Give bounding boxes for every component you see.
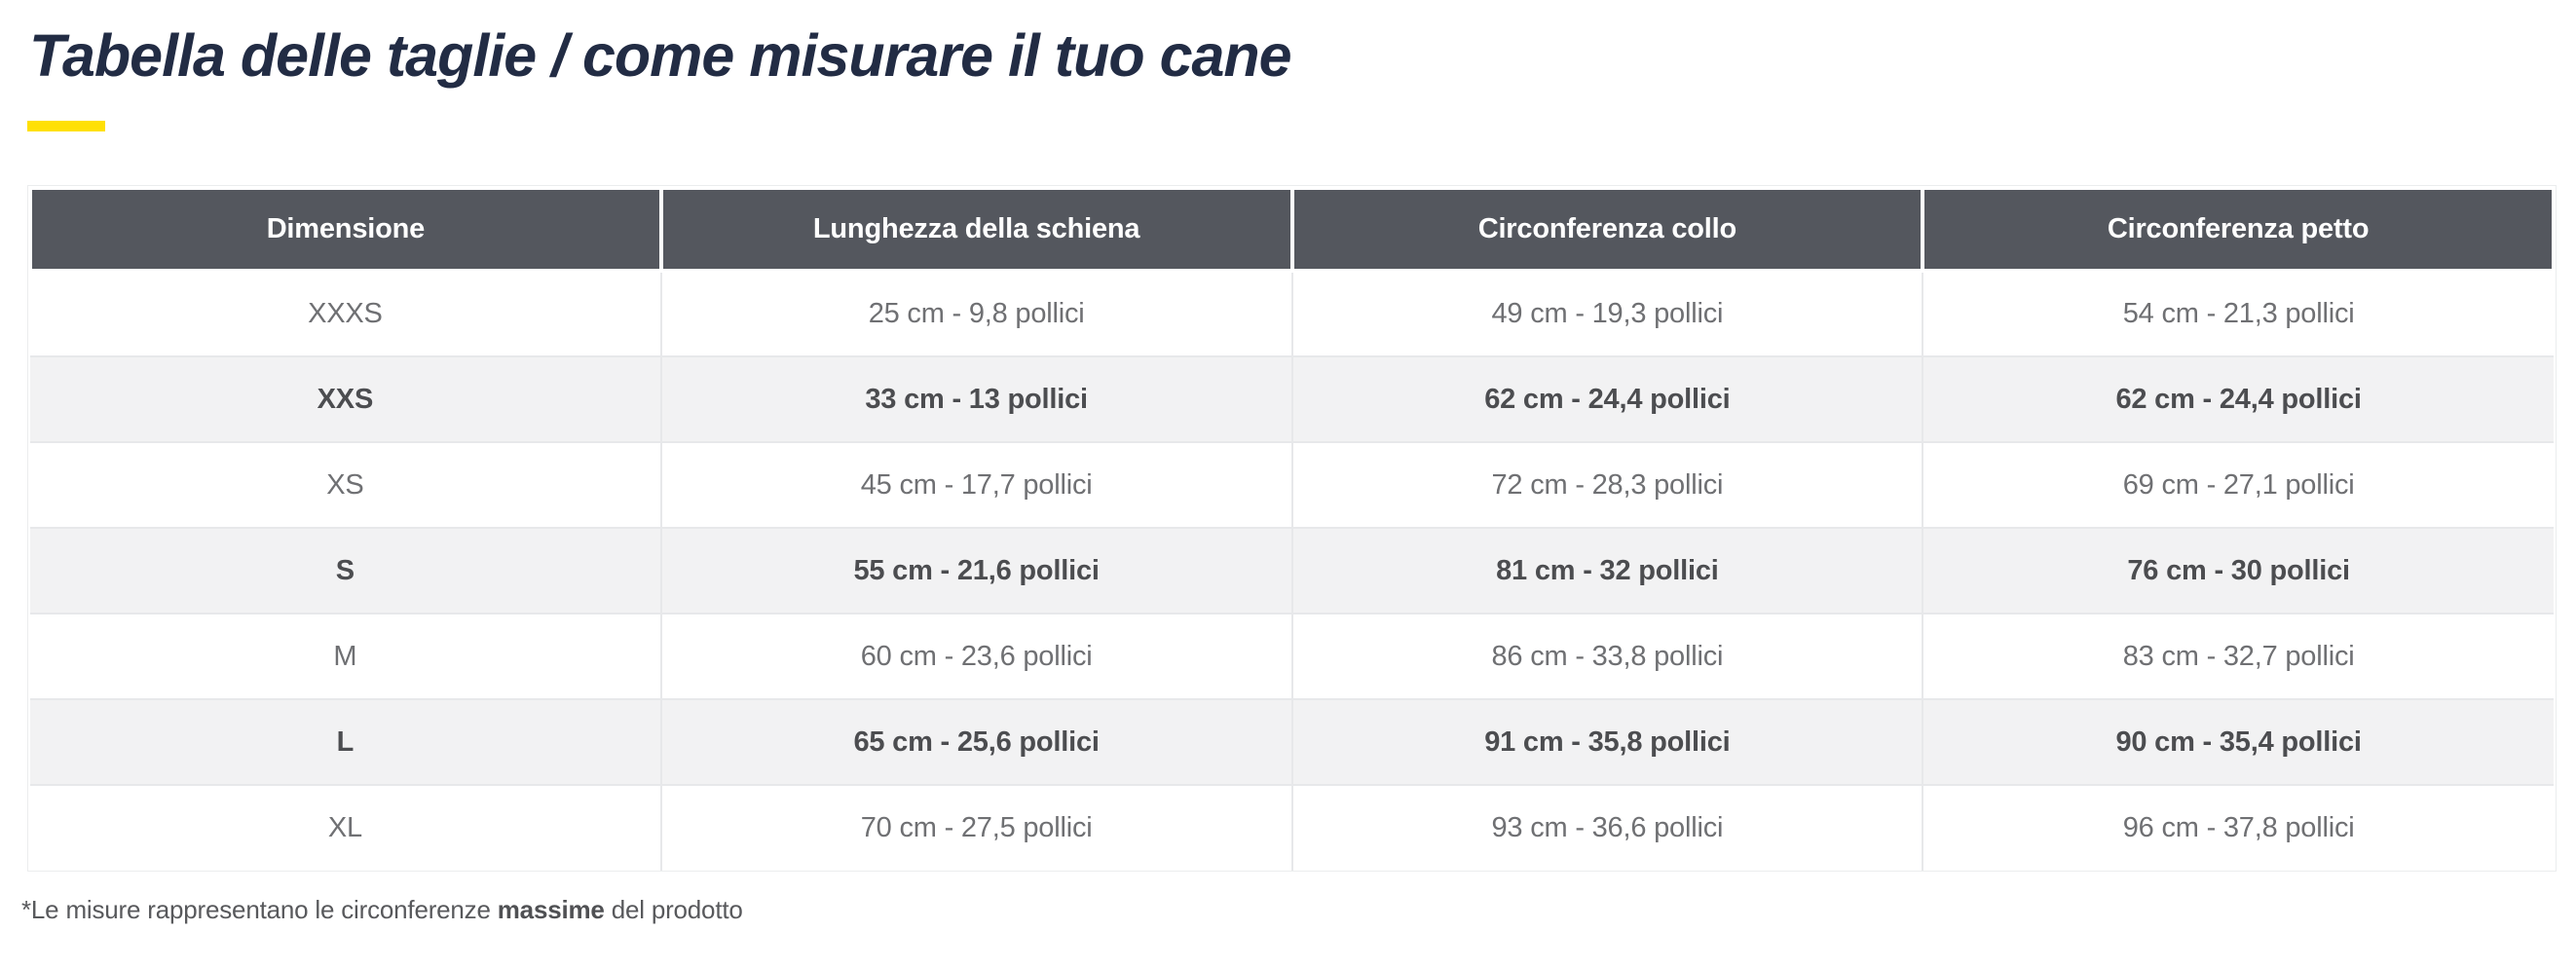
cell-neck-girth: 72 cm - 28,3 pollici xyxy=(1290,441,1924,530)
cell-chest-girth: 90 cm - 35,4 pollici xyxy=(1922,698,2554,787)
cell-neck-girth: 81 cm - 32 pollici xyxy=(1290,527,1924,615)
footnote-text-suffix: del prodotto xyxy=(604,895,743,925)
size-chart-table-wrap: Dimensione Lunghezza della schiena Circo… xyxy=(27,185,2557,873)
cell-neck-girth: 49 cm - 19,3 pollici xyxy=(1290,270,1924,358)
cell-size: XXS xyxy=(30,355,662,444)
column-header-dimensione: Dimensione xyxy=(28,186,663,274)
cell-neck-girth: 86 cm - 33,8 pollici xyxy=(1290,613,1924,701)
cell-chest-girth: 76 cm - 30 pollici xyxy=(1922,527,2554,615)
footnote-text-prefix: *Le misure rappresentano le circonferenz… xyxy=(21,895,498,925)
size-guide-section: Tabella delle taglie / come misurare il … xyxy=(21,22,2557,925)
size-chart-table: Dimensione Lunghezza della schiena Circo… xyxy=(28,186,2556,872)
header-row: Dimensione Lunghezza della schiena Circo… xyxy=(28,186,2556,274)
table-row-xl: XL 70 cm - 27,5 pollici 93 cm - 36,6 pol… xyxy=(30,784,2554,872)
table-row-s: S 55 cm - 21,6 pollici 81 cm - 32 pollic… xyxy=(30,527,2554,615)
column-header-circonferenza-petto: Circonferenza petto xyxy=(1921,186,2556,274)
cell-neck-girth: 62 cm - 24,4 pollici xyxy=(1290,355,1924,444)
cell-back-length: 55 cm - 21,6 pollici xyxy=(659,527,1293,615)
cell-neck-girth: 93 cm - 36,6 pollici xyxy=(1290,784,1924,872)
cell-chest-girth: 69 cm - 27,1 pollici xyxy=(1922,441,2554,530)
cell-size: S xyxy=(30,527,662,615)
cell-back-length: 45 cm - 17,7 pollici xyxy=(659,441,1293,530)
cell-size: L xyxy=(30,698,662,787)
page-title: Tabella delle taglie / come misurare il … xyxy=(29,22,1292,89)
cell-size: XS xyxy=(30,441,662,530)
table-row-m: M 60 cm - 23,6 pollici 86 cm - 33,8 poll… xyxy=(30,613,2554,701)
cell-chest-girth: 83 cm - 32,7 pollici xyxy=(1922,613,2554,701)
cell-back-length: 65 cm - 25,6 pollici xyxy=(659,698,1293,787)
accent-underline xyxy=(27,121,105,132)
footnote-bold-text: massime xyxy=(497,895,605,925)
table-row-xs: XS 45 cm - 17,7 pollici 72 cm - 28,3 pol… xyxy=(30,441,2554,530)
cell-chest-girth: 54 cm - 21,3 pollici xyxy=(1922,270,2554,358)
table-row-xxs: XXS 33 cm - 13 pollici 62 cm - 24,4 poll… xyxy=(30,355,2554,444)
cell-back-length: 60 cm - 23,6 pollici xyxy=(659,613,1293,701)
cell-back-length: 70 cm - 27,5 pollici xyxy=(659,784,1293,872)
cell-back-length: 25 cm - 9,8 pollici xyxy=(659,270,1293,358)
table-row-xxxs: XXXS 25 cm - 9,8 pollici 49 cm - 19,3 po… xyxy=(30,270,2554,358)
cell-back-length: 33 cm - 13 pollici xyxy=(659,355,1293,444)
column-header-circonferenza-collo: Circonferenza collo xyxy=(1289,186,1925,274)
column-header-lunghezza-schiena: Lunghezza della schiena xyxy=(658,186,1294,274)
cell-chest-girth: 96 cm - 37,8 pollici xyxy=(1922,784,2554,872)
cell-size: XXXS xyxy=(30,270,662,358)
cell-size: M xyxy=(30,613,662,701)
cell-chest-girth: 62 cm - 24,4 pollici xyxy=(1922,355,2554,444)
table-row-l: L 65 cm - 25,6 pollici 91 cm - 35,8 poll… xyxy=(30,698,2554,787)
cell-neck-girth: 91 cm - 35,8 pollici xyxy=(1290,698,1924,787)
cell-size: XL xyxy=(30,784,662,872)
footnote: *Le misure rappresentano le circonferenz… xyxy=(21,895,2557,925)
